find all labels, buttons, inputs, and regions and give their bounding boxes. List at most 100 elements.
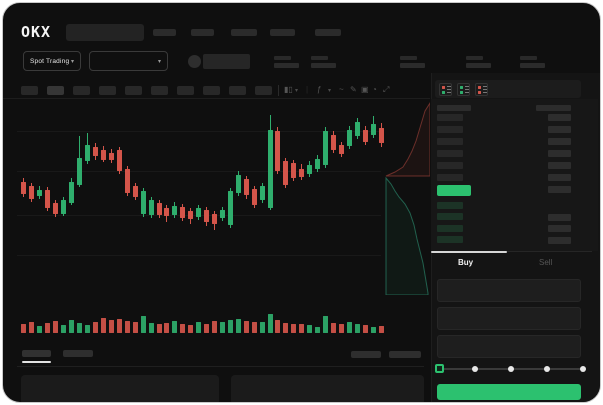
volume-bar: [164, 323, 169, 333]
book-bids-icon[interactable]: [457, 83, 470, 96]
history-icon[interactable]: ◔: [372, 85, 377, 94]
slider-stop-dot[interactable]: [472, 366, 478, 372]
ask-price-row[interactable]: [437, 174, 463, 181]
bid-amount-row: [548, 225, 571, 232]
candle: [260, 186, 265, 200]
orders-table-placeholder-1: [21, 375, 219, 402]
fullscreen-icon[interactable]: ⤢: [383, 85, 390, 94]
volume-bar: [236, 319, 241, 333]
nav-item-placeholder[interactable]: [153, 29, 176, 36]
timeframe-button[interactable]: [73, 86, 90, 95]
volume-bar: [93, 322, 98, 333]
candle: [164, 208, 169, 216]
line-tool-icon[interactable]: ~: [339, 85, 344, 94]
candle: [180, 207, 185, 218]
slider-stop-dot[interactable]: [508, 366, 514, 372]
candle: [196, 208, 201, 217]
ask-price-row[interactable]: [437, 126, 463, 133]
indicators-icon[interactable]: ƒ: [317, 85, 322, 94]
candle: [141, 191, 146, 214]
bid-amount-row: [548, 214, 571, 221]
order-input-field[interactable]: [437, 307, 581, 330]
orders-tab-2[interactable]: [63, 350, 93, 357]
icon-line: [483, 86, 487, 87]
nav-item-placeholder[interactable]: [191, 29, 214, 36]
ask-price-row[interactable]: [437, 162, 463, 169]
ask-price-row[interactable]: [437, 114, 463, 121]
orders-tab-active[interactable]: [22, 350, 51, 357]
depth-chart: [385, 102, 430, 295]
candle: [204, 210, 209, 222]
ask-price-row[interactable]: [437, 138, 463, 145]
last-price-badge[interactable]: [437, 185, 471, 196]
buy-button[interactable]: [437, 384, 581, 400]
candle: [355, 122, 360, 136]
book-asks-icon[interactable]: [475, 83, 488, 96]
stat-group: [520, 55, 550, 69]
timeframe-button[interactable]: [255, 86, 272, 95]
timeframe-button[interactable]: [21, 86, 38, 95]
order-input-field[interactable]: [437, 279, 581, 302]
slider-stop-dot[interactable]: [544, 366, 550, 372]
nav-item-placeholder[interactable]: [231, 29, 257, 36]
volume-bar: [196, 322, 201, 333]
candle: [101, 150, 106, 160]
orders-filter-2[interactable]: [389, 351, 421, 358]
nav-item-placeholder[interactable]: [315, 29, 341, 36]
volume-bar: [268, 314, 273, 333]
pair-dropdown[interactable]: ▾: [89, 51, 168, 71]
stat-label-placeholder: [520, 56, 537, 60]
ask-price-row[interactable]: [437, 150, 463, 157]
ask-amount-row: [548, 150, 571, 157]
orders-filter-1[interactable]: [351, 351, 381, 358]
volume-bar: [252, 322, 257, 333]
screenshot-icon[interactable]: ▣: [361, 85, 369, 94]
candle: [220, 210, 225, 218]
tab-divider: [431, 251, 592, 252]
timeframe-button[interactable]: [125, 86, 142, 95]
candle: [188, 211, 193, 219]
okx-logo[interactable]: OKX: [21, 23, 52, 41]
timeframe-button[interactable]: [203, 86, 220, 95]
candle: [69, 182, 74, 203]
timeframe-button[interactable]: [47, 86, 64, 95]
candle: [315, 159, 320, 169]
timeframe-button[interactable]: [99, 86, 116, 95]
market-type-dropdown[interactable]: Spot Trading ▾: [23, 51, 81, 71]
tab-buy[interactable]: Buy: [458, 258, 474, 267]
timeframe-button[interactable]: [151, 86, 168, 95]
gridline: [17, 171, 381, 172]
bid-amount-row: [548, 237, 571, 244]
volume-bar: [228, 320, 233, 333]
search-input[interactable]: [66, 24, 144, 41]
order-input-field[interactable]: [437, 335, 581, 358]
chevron-down-icon[interactable]: ▾: [328, 88, 332, 94]
bid-price-row[interactable]: [437, 202, 463, 209]
volume-bar: [149, 323, 154, 333]
orders-table-placeholder-2: [231, 375, 424, 402]
candle: [228, 191, 233, 225]
tab-sell[interactable]: Sell: [539, 258, 553, 267]
timeframe-button[interactable]: [229, 86, 246, 95]
bid-price-row[interactable]: [437, 213, 463, 220]
candle: [29, 186, 34, 199]
volume-bar: [172, 321, 177, 333]
chevron-down-icon: ▾: [157, 58, 161, 65]
book-both-icon[interactable]: [439, 83, 452, 96]
slider-stop-dot[interactable]: [580, 366, 586, 372]
bid-price-row[interactable]: [437, 236, 463, 243]
volume-bar: [61, 325, 66, 333]
bid-price-row[interactable]: [437, 225, 463, 232]
volume-bar: [283, 323, 288, 333]
stat-value-placeholder: [311, 63, 336, 68]
buy-tab-indicator: [431, 251, 507, 253]
chevron-down-icon[interactable]: ▾: [295, 88, 299, 94]
amount-slider-handle[interactable]: [435, 364, 444, 373]
candle-type-icon[interactable]: ▮▯: [284, 85, 293, 94]
candle: [323, 131, 328, 165]
volume-bar: [21, 324, 26, 333]
draw-tool-icon[interactable]: ✎: [350, 85, 357, 94]
timeframe-button[interactable]: [177, 86, 194, 95]
nav-item-placeholder[interactable]: [270, 29, 295, 36]
